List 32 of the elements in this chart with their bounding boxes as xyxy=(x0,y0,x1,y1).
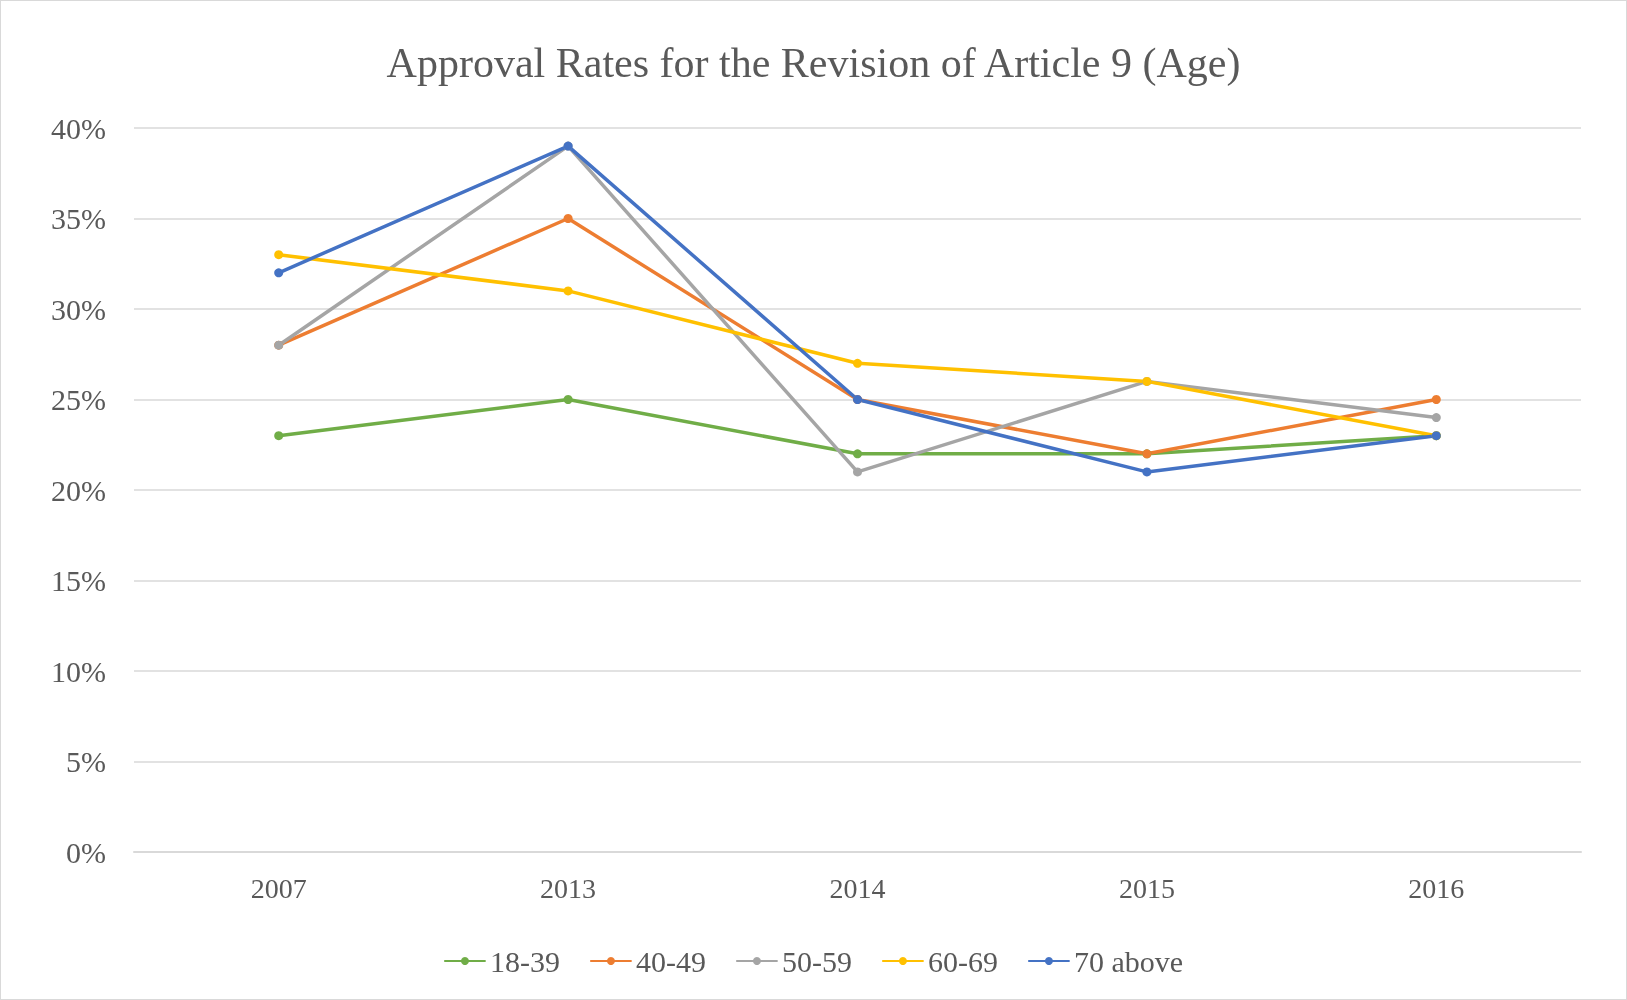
y-tick-label: 0% xyxy=(66,835,106,869)
point xyxy=(563,395,573,404)
x-tick-label: 2015 xyxy=(1118,872,1175,904)
point xyxy=(1431,395,1441,404)
y-tick-label: 10% xyxy=(51,654,106,688)
y-tick-label: 30% xyxy=(51,292,106,326)
point xyxy=(1142,467,1152,477)
point xyxy=(274,268,284,278)
y-tick-label: 35% xyxy=(51,202,106,235)
chart-title: Approval Rates for the Revision of Article 9 (Age) xyxy=(386,40,1241,87)
legend-label: 50-59 xyxy=(781,944,852,978)
point xyxy=(274,431,284,441)
point xyxy=(563,286,573,296)
x-tick-label: 2007 xyxy=(250,872,307,904)
x-tick-label: 2013 xyxy=(540,872,597,904)
point xyxy=(853,449,862,459)
x-tick-label: 2014 xyxy=(829,872,886,904)
point xyxy=(853,358,862,368)
legend-label: 40-49 xyxy=(635,944,706,978)
y-tick-label: 5% xyxy=(66,745,106,778)
point xyxy=(274,250,284,260)
y-tick-label: 40% xyxy=(51,111,106,145)
x-tick-label: 2016 xyxy=(1408,872,1465,904)
legend-label: 60-69 xyxy=(927,944,998,978)
point xyxy=(563,214,573,223)
y-tick-label: 25% xyxy=(51,383,106,416)
point xyxy=(853,467,862,477)
y-tick-label: 15% xyxy=(51,564,106,597)
legend-label: 70 above xyxy=(1073,944,1184,978)
point xyxy=(1431,413,1441,423)
legend-label: 18-39 xyxy=(489,944,560,978)
y-tick-label: 20% xyxy=(51,473,106,507)
